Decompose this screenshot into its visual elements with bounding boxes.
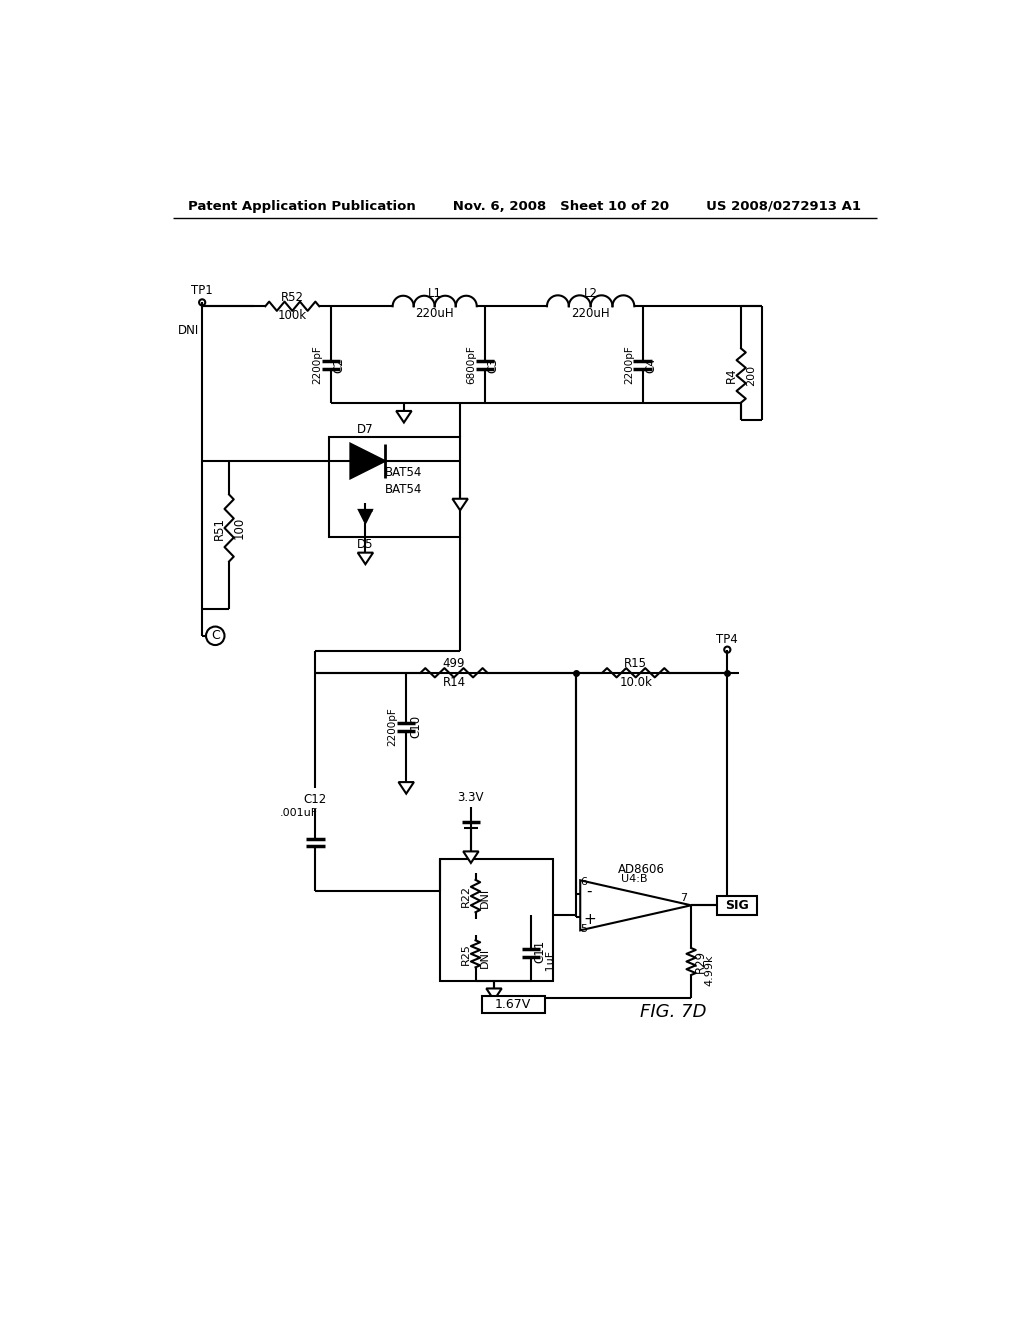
Text: DNI: DNI <box>480 948 489 968</box>
Text: 2200pF: 2200pF <box>312 346 323 384</box>
Text: U4:B: U4:B <box>621 874 647 883</box>
Text: 5: 5 <box>581 924 588 933</box>
Text: 1.67V: 1.67V <box>496 998 531 1011</box>
Text: R25: R25 <box>461 942 470 965</box>
Text: BAT54: BAT54 <box>385 483 423 496</box>
Text: BAT54: BAT54 <box>385 466 423 479</box>
Text: C12: C12 <box>304 792 327 805</box>
Text: C4: C4 <box>644 356 657 372</box>
Text: C3: C3 <box>486 356 500 372</box>
Polygon shape <box>396 411 412 422</box>
Text: +: + <box>583 912 596 927</box>
Text: 10.0k: 10.0k <box>620 676 652 689</box>
Text: C10: C10 <box>409 715 422 738</box>
Polygon shape <box>358 510 372 523</box>
Text: C2: C2 <box>333 356 346 372</box>
Bar <box>481 997 545 1014</box>
Text: 499: 499 <box>442 657 465 671</box>
Bar <box>440 859 553 981</box>
Text: DNI: DNI <box>480 887 489 908</box>
Text: AD8606: AD8606 <box>618 863 666 876</box>
Text: R51: R51 <box>213 516 225 540</box>
Text: 220uH: 220uH <box>416 308 454 321</box>
Text: 6: 6 <box>581 876 588 887</box>
Text: C: C <box>211 630 219 643</box>
Polygon shape <box>357 553 373 564</box>
Text: 220uH: 220uH <box>571 308 610 321</box>
Text: .1uF: .1uF <box>545 949 554 973</box>
Text: R15: R15 <box>625 657 647 671</box>
Text: -: - <box>587 884 592 899</box>
Text: 2200pF: 2200pF <box>387 708 397 746</box>
Text: 6800pF: 6800pF <box>467 346 476 384</box>
Text: L1: L1 <box>428 288 441 301</box>
Text: 100: 100 <box>232 517 246 539</box>
Polygon shape <box>581 880 691 931</box>
Text: 100k: 100k <box>278 309 307 322</box>
Text: FIG. 7D: FIG. 7D <box>640 1003 707 1020</box>
Text: TP1: TP1 <box>191 284 213 297</box>
Text: R29: R29 <box>694 950 707 973</box>
Polygon shape <box>398 781 414 793</box>
Text: 3.3V: 3.3V <box>458 791 484 804</box>
Polygon shape <box>350 444 385 478</box>
Text: 2200pF: 2200pF <box>625 346 635 384</box>
Text: R14: R14 <box>442 676 466 689</box>
Polygon shape <box>463 851 478 863</box>
Text: R4: R4 <box>725 368 737 383</box>
Text: TP4: TP4 <box>717 634 738 647</box>
Text: .001uF: .001uF <box>280 808 317 818</box>
Text: L2: L2 <box>584 288 598 301</box>
Text: R22: R22 <box>461 886 470 907</box>
Polygon shape <box>453 499 468 511</box>
Text: 200: 200 <box>746 364 756 387</box>
Text: R52: R52 <box>281 290 304 304</box>
Text: DNI: DNI <box>178 325 199 338</box>
Text: D5: D5 <box>357 539 374 552</box>
Text: Patent Application Publication        Nov. 6, 2008   Sheet 10 of 20        US 20: Patent Application Publication Nov. 6, 2… <box>188 201 861 214</box>
Text: 4.99k: 4.99k <box>705 954 715 986</box>
Text: C11: C11 <box>534 940 547 964</box>
Bar <box>330 437 460 537</box>
Polygon shape <box>486 989 502 1001</box>
Bar <box>717 896 758 915</box>
Text: 7: 7 <box>680 892 687 903</box>
Text: SIG: SIG <box>725 899 750 912</box>
Text: D7: D7 <box>357 422 374 436</box>
